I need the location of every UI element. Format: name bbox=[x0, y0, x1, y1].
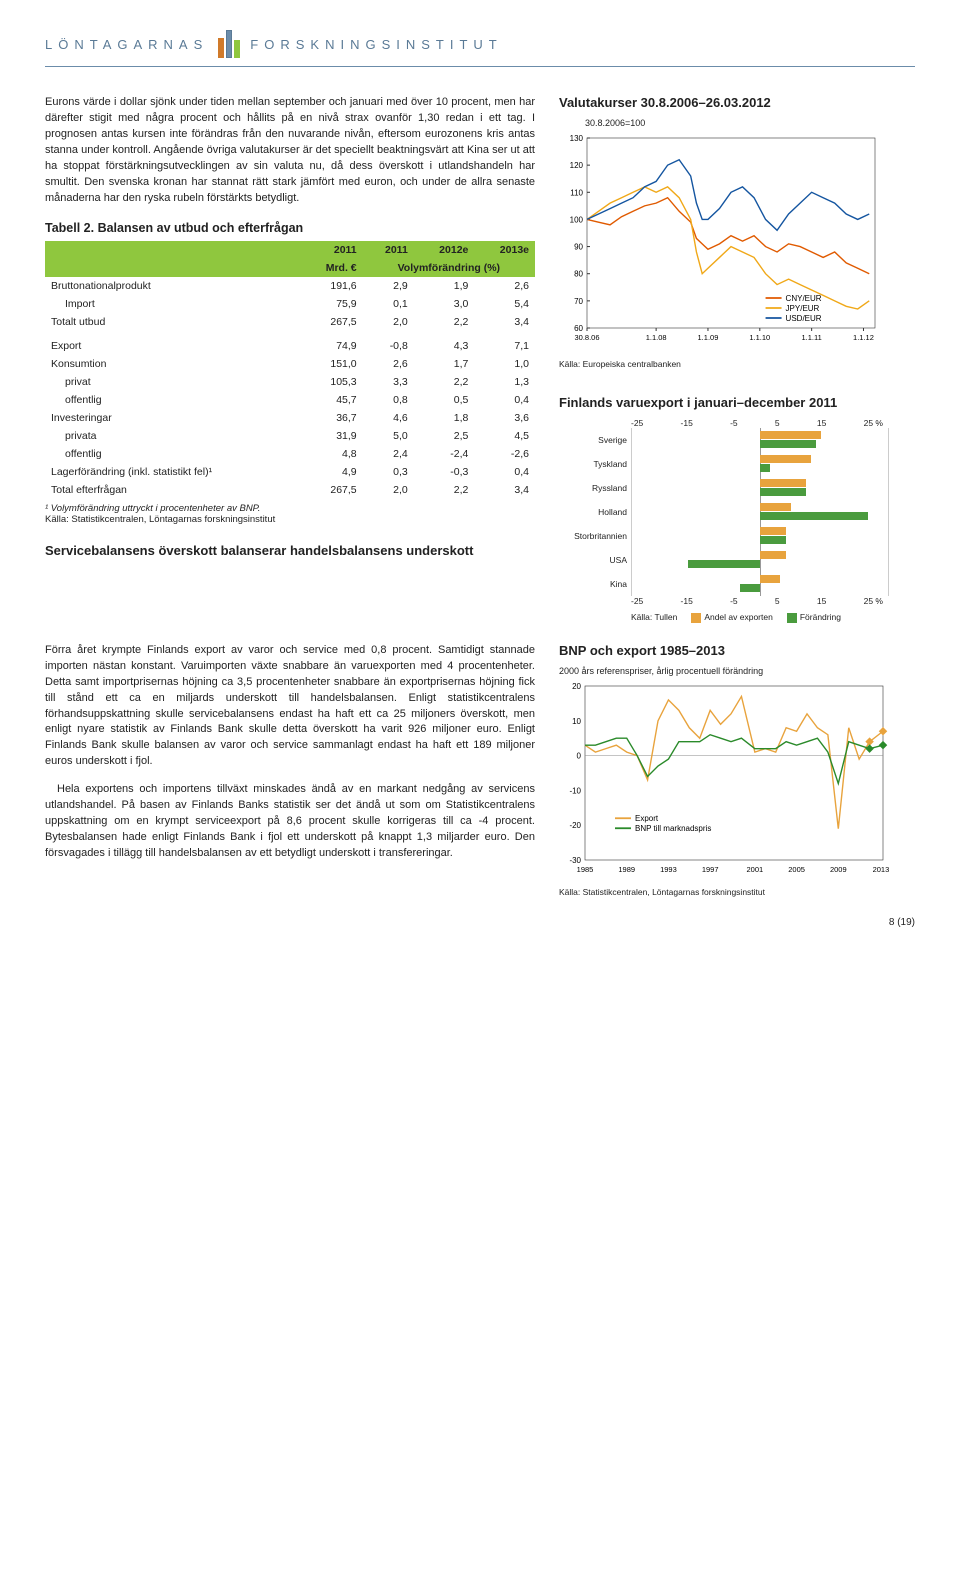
bnp-chart-source: Källa: Statistikcentralen, Löntagarnas f… bbox=[559, 887, 915, 897]
svg-text:2001: 2001 bbox=[747, 865, 764, 874]
th-unit1: Mrd. € bbox=[300, 259, 363, 277]
svg-text:70: 70 bbox=[574, 297, 583, 306]
svg-text:-20: -20 bbox=[569, 821, 581, 830]
hbar-row: Kina bbox=[559, 572, 889, 596]
hbar-legend: Källa: Tullen Andel av exporten Förändri… bbox=[559, 612, 889, 623]
table-row: Lagerförändring (inkl. statistikt fel)¹4… bbox=[45, 463, 535, 481]
table-balance: 2011 2011 2012e 2013e Mrd. € Volymföränd… bbox=[45, 241, 535, 499]
valuta-chart-source: Källa: Europeiska centralbanken bbox=[559, 359, 915, 369]
svg-text:2005: 2005 bbox=[788, 865, 805, 874]
row-1: Eurons värde i dollar sjönk under tiden … bbox=[45, 95, 915, 623]
bnp-chart-title: BNP och export 1985–2013 bbox=[559, 643, 915, 658]
svg-text:80: 80 bbox=[574, 270, 583, 279]
svg-text:120: 120 bbox=[570, 161, 584, 170]
svg-text:130: 130 bbox=[570, 134, 584, 143]
hbar-chart: -25-15-551525 % SverigeTysklandRysslandH… bbox=[559, 418, 889, 623]
th-y3: 2012e bbox=[414, 241, 475, 259]
hbar-axis-bottom: -25-15-551525 % bbox=[559, 596, 889, 606]
svg-text:1989: 1989 bbox=[618, 865, 635, 874]
page-header: LÖNTAGARNAS FORSKNINGSINSTITUT bbox=[45, 30, 915, 67]
svg-text:JPY/EUR: JPY/EUR bbox=[786, 304, 820, 313]
org-name-left: LÖNTAGARNAS bbox=[45, 37, 208, 52]
table-row: Totalt utbud267,52,02,23,4 bbox=[45, 313, 535, 331]
svg-text:USD/EUR: USD/EUR bbox=[786, 314, 822, 323]
th-blank bbox=[45, 241, 300, 259]
th-y4: 2013e bbox=[474, 241, 535, 259]
table-row: Import75,90,13,05,4 bbox=[45, 295, 535, 313]
svg-text:30.8.06: 30.8.06 bbox=[574, 333, 599, 342]
valuta-chart-svg: 60 70 80 90 100 110 120 130 30.8.06 1.1.08 1.1.09 1… bbox=[559, 132, 879, 352]
org-name-right: FORSKNINGSINSTITUT bbox=[250, 37, 502, 52]
svg-text:2009: 2009 bbox=[830, 865, 847, 874]
svg-text:BNP till marknadspris: BNP till marknadspris bbox=[635, 824, 711, 833]
table-row: privata31,95,02,54,5 bbox=[45, 427, 535, 445]
section-title-service: Servicebalansens överskott balanserar ha… bbox=[45, 543, 535, 558]
hbar-chart-title: Finlands varuexport i januari–december 2… bbox=[559, 395, 915, 410]
svg-text:1997: 1997 bbox=[702, 865, 719, 874]
svg-text:1993: 1993 bbox=[660, 865, 677, 874]
table-header-row-1: 2011 2011 2012e 2013e bbox=[45, 241, 535, 259]
svg-text:1.1.09: 1.1.09 bbox=[698, 333, 719, 342]
logo-icon bbox=[218, 30, 240, 58]
hbar-row: USA bbox=[559, 548, 889, 572]
svg-text:1.1.12: 1.1.12 bbox=[853, 333, 874, 342]
hbar-row: Holland bbox=[559, 500, 889, 524]
valuta-chart-title: Valutakurser 30.8.2006–26.03.2012 bbox=[559, 95, 915, 110]
table2-source: Källa: Statistikcentralen, Löntagarnas f… bbox=[45, 514, 535, 525]
svg-text:Export: Export bbox=[635, 814, 659, 823]
paragraph-1: Eurons värde i dollar sjönk under tiden … bbox=[45, 95, 535, 207]
table-row: Bruttonationalprodukt191,62,91,92,6 bbox=[45, 277, 535, 295]
row-2: Förra året krympte Finlands export av va… bbox=[45, 643, 915, 897]
valuta-index-note: 30.8.2006=100 bbox=[559, 118, 915, 128]
svg-text:110: 110 bbox=[570, 188, 583, 197]
page-number: 8 (19) bbox=[45, 917, 915, 928]
svg-text:1.1.10: 1.1.10 bbox=[749, 333, 770, 342]
hbar-source: Källa: Tullen bbox=[631, 612, 677, 622]
svg-text:2013p: 2013p bbox=[873, 865, 889, 874]
svg-text:1.1.08: 1.1.08 bbox=[646, 333, 667, 342]
bnp-chart-subtitle: 2000 års referenspriser, årlig procentue… bbox=[559, 666, 915, 676]
th-unit2: Volymförändring (%) bbox=[363, 259, 535, 277]
legend-forandring: Förändring bbox=[787, 612, 841, 623]
svg-text:1985: 1985 bbox=[577, 865, 594, 874]
svg-text:90: 90 bbox=[574, 243, 583, 252]
svg-text:-30: -30 bbox=[569, 856, 581, 865]
table-header-row-2: Mrd. € Volymförändring (%) bbox=[45, 259, 535, 277]
hbar-row: Sverige bbox=[559, 428, 889, 452]
table-row: Konsumtion151,02,61,71,0 bbox=[45, 355, 535, 373]
hbar-axis-top: -25-15-551525 % bbox=[559, 418, 889, 428]
legend-andel: Andel av exporten bbox=[691, 612, 773, 623]
table-row: Total efterfrågan267,52,02,23,4 bbox=[45, 481, 535, 499]
th-y1: 2011 bbox=[300, 241, 363, 259]
svg-text:1.1.11: 1.1.11 bbox=[801, 333, 821, 342]
bnp-chart-svg: -30 -20 -10 0 10 20 1985 1989 1993 1997 2001 2005 20… bbox=[559, 680, 889, 880]
th-y2: 2011 bbox=[363, 241, 414, 259]
table-row: Export74,9-0,84,37,1 bbox=[45, 337, 535, 355]
table-row: privat105,33,32,21,3 bbox=[45, 373, 535, 391]
svg-text:100: 100 bbox=[570, 215, 584, 224]
table2-title: Tabell 2. Balansen av utbud och efterfrå… bbox=[45, 221, 535, 235]
svg-text:0: 0 bbox=[577, 751, 582, 760]
paragraph-3: Hela exportens och importens tillväxt mi… bbox=[45, 782, 535, 862]
svg-text:20: 20 bbox=[572, 682, 581, 691]
paragraph-2: Förra året krympte Finlands export av va… bbox=[45, 643, 535, 771]
table-row: Investeringar36,74,61,83,6 bbox=[45, 409, 535, 427]
table-row: offentlig4,82,4-2,4-2,6 bbox=[45, 445, 535, 463]
svg-text:-10: -10 bbox=[569, 786, 581, 795]
valuta-chart: 30.8.2006=100 60 70 80 90 100 110 120 130 30.8.0… bbox=[559, 118, 915, 369]
hbar-row: Storbritannien bbox=[559, 524, 889, 548]
svg-text:10: 10 bbox=[572, 717, 581, 726]
svg-text:CNY/EUR: CNY/EUR bbox=[786, 294, 822, 303]
table2-note: ¹ Volymförändring uttryckt i procentenhe… bbox=[45, 503, 535, 514]
svg-text:60: 60 bbox=[574, 324, 583, 333]
hbar-row: Ryssland bbox=[559, 476, 889, 500]
hbar-row: Tyskland bbox=[559, 452, 889, 476]
table-row: offentlig45,70,80,50,4 bbox=[45, 391, 535, 409]
